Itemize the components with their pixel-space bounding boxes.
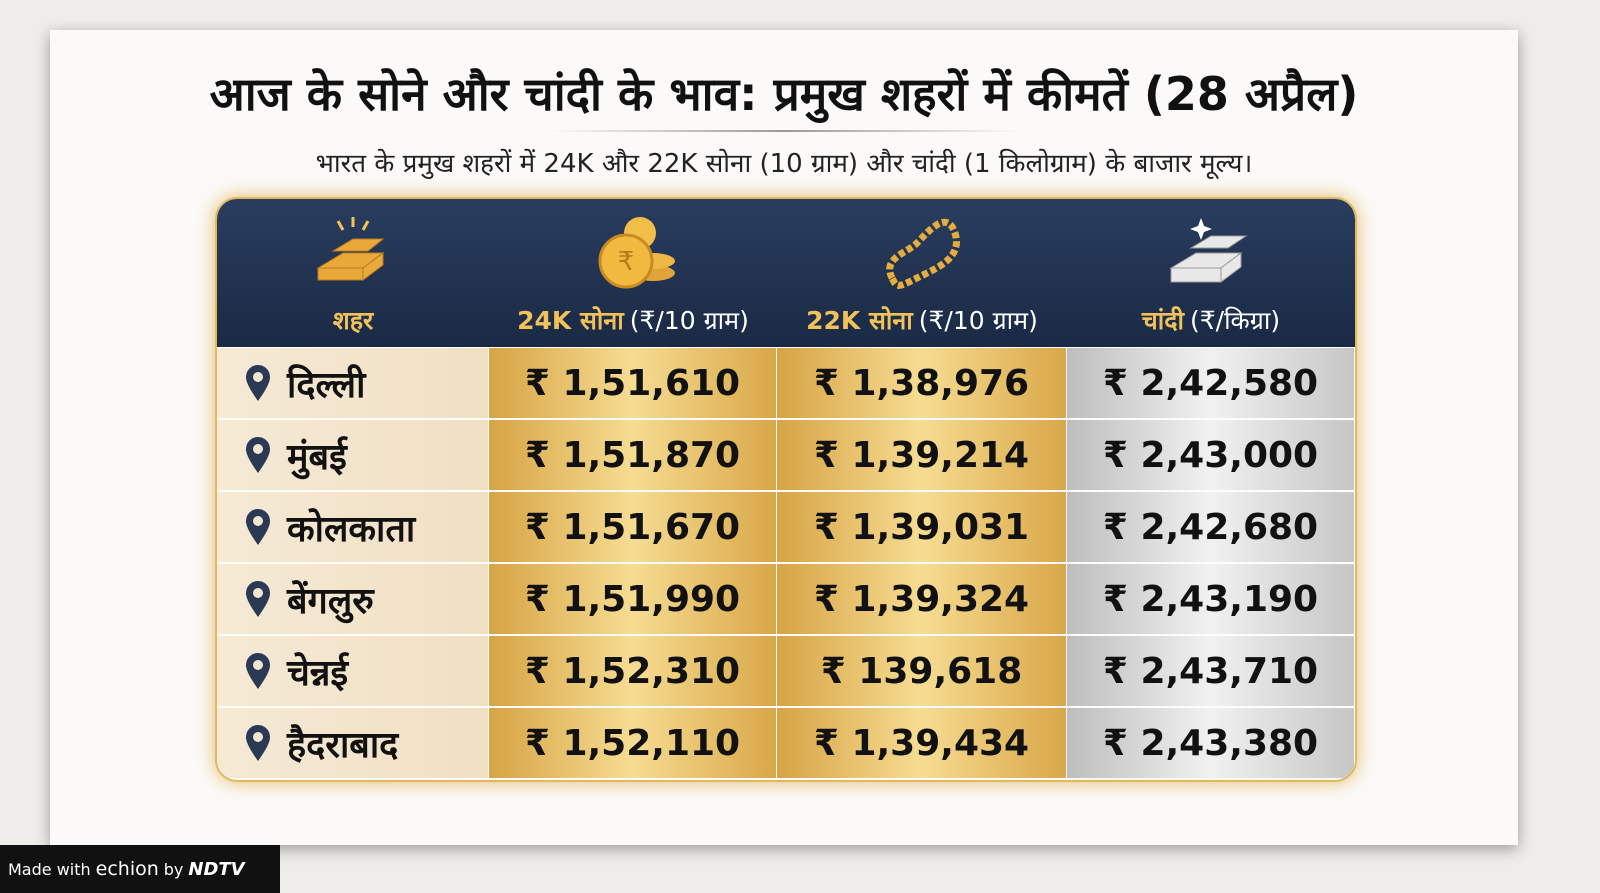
pin-icon	[246, 581, 270, 617]
table-cell: ₹ 1,39,031	[777, 491, 1067, 562]
city-name: दिल्ली	[287, 364, 366, 406]
city-name: चेन्नई	[287, 652, 349, 694]
table-cell: ₹ 2,43,710	[1067, 635, 1355, 706]
pin-icon	[246, 437, 270, 473]
price: ₹ 2,42,580	[1102, 362, 1319, 404]
header-unit: (₹/10 ग्राम)	[918, 306, 1038, 335]
divider	[550, 130, 1020, 132]
table-cell: ₹ 1,39,434	[777, 707, 1067, 778]
price: ₹ 1,51,670	[524, 506, 741, 548]
price: ₹ 139,618	[820, 650, 1023, 692]
header-icon	[316, 217, 385, 281]
column-header: चांदी (₹/किग्रा)	[1067, 199, 1355, 347]
table-cell: ₹ 2,43,000	[1067, 419, 1355, 490]
price: ₹ 2,42,680	[1102, 506, 1319, 548]
subtitle: भारत के प्रमुख शहरों में 24K और 22K सोना…	[315, 149, 1253, 179]
footer: Made with echion by NDTV	[0, 845, 280, 893]
table-cell: ₹ 1,39,324	[777, 563, 1067, 634]
header-name: 24K सोना	[517, 306, 624, 335]
price: ₹ 2,43,380	[1102, 722, 1319, 764]
column-header: ₹24K सोना (₹/10 ग्राम)	[489, 199, 778, 347]
title: आज के सोने और चांदी के भाव: प्रमुख शहरों…	[209, 67, 1359, 121]
table-cell: कोलकाता	[217, 491, 489, 562]
table-cell: ₹ 2,43,380	[1067, 707, 1355, 778]
table-cell: ₹ 1,52,110	[489, 707, 777, 778]
price: ₹ 1,52,310	[524, 650, 741, 692]
price: ₹ 1,51,870	[524, 434, 741, 476]
table-cell: ₹ 2,42,680	[1067, 491, 1355, 562]
table-cell: ₹ 139,618	[777, 635, 1067, 706]
header-label: 24K सोना (₹/10 ग्राम)	[489, 303, 777, 337]
price: ₹ 2,43,710	[1102, 650, 1319, 692]
price: ₹ 1,39,214	[813, 434, 1030, 476]
header-icon: ₹	[598, 217, 675, 289]
table-cell: हैदराबाद	[217, 707, 489, 778]
made-with: Made with	[8, 859, 91, 879]
table-cell: ₹ 1,52,310	[489, 635, 777, 706]
svg-text:₹: ₹	[618, 247, 635, 277]
price: ₹ 1,51,610	[524, 362, 741, 404]
city-name: हैदराबाद	[287, 724, 399, 766]
price: ₹ 1,38,976	[813, 362, 1030, 404]
header-icon	[1169, 218, 1248, 283]
table-cell: ₹ 2,42,580	[1067, 347, 1355, 418]
table-cell: चेन्नई	[217, 635, 489, 706]
table-cell: ₹ 2,43,190	[1067, 563, 1355, 634]
table-cell: ₹ 1,39,214	[777, 419, 1067, 490]
by: by	[163, 859, 184, 879]
header-label: चांदी (₹/किग्रा)	[1067, 303, 1355, 337]
brand: echion	[95, 858, 159, 880]
pin-icon	[246, 653, 270, 689]
pin-icon	[246, 725, 270, 761]
header-name: चांदी	[1141, 306, 1184, 335]
header-name: 22K सोना	[806, 306, 913, 335]
table-cell: बेंगलुरु	[217, 563, 489, 634]
table-cell: ₹ 1,51,870	[489, 419, 777, 490]
pin-icon	[246, 365, 270, 401]
header-icon	[886, 218, 960, 289]
city-name: बेंगलुरु	[287, 580, 374, 622]
header-label: शहर	[217, 303, 489, 337]
pin-icon	[246, 509, 270, 545]
header-label: 22K सोना (₹/10 ग्राम)	[777, 303, 1067, 337]
header-unit: (₹/10 ग्राम)	[629, 306, 749, 335]
price: ₹ 1,52,110	[524, 722, 741, 764]
price-table: शहर ₹24K सोना (₹/10 ग्राम) 22K सोना (₹/10 ग्…	[215, 197, 1357, 782]
table-cell: दिल्ली	[217, 347, 489, 418]
price: ₹ 2,43,000	[1102, 434, 1319, 476]
table-cell: ₹ 1,51,990	[489, 563, 777, 634]
price: ₹ 1,39,434	[813, 722, 1030, 764]
price: ₹ 1,39,324	[813, 578, 1030, 620]
column-header: शहर	[217, 199, 490, 347]
price: ₹ 1,39,031	[813, 506, 1030, 548]
table-cell: मुंबई	[217, 419, 489, 490]
publisher: NDTV	[188, 858, 245, 880]
header-unit: (₹/किग्रा)	[1190, 306, 1281, 335]
header-name: शहर	[332, 306, 374, 335]
column-header: 22K सोना (₹/10 ग्राम)	[777, 199, 1068, 347]
price: ₹ 1,51,990	[524, 578, 741, 620]
table-cell: ₹ 1,51,670	[489, 491, 777, 562]
price: ₹ 2,43,190	[1102, 578, 1319, 620]
city-name: कोलकाता	[287, 508, 416, 550]
table-cell: ₹ 1,51,610	[489, 347, 777, 418]
city-name: मुंबई	[287, 436, 347, 478]
table-cell: ₹ 1,38,976	[777, 347, 1067, 418]
